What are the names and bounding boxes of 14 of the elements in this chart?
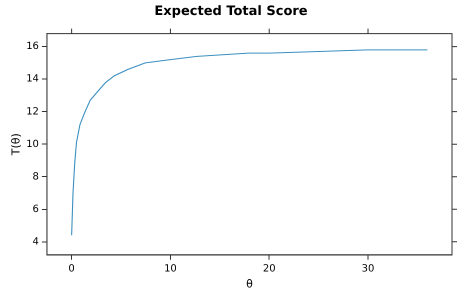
- y-tick-label: 4: [32, 236, 39, 248]
- y-axis-title: T(θ): [9, 133, 22, 156]
- chart-title: Expected Total Score: [154, 4, 308, 20]
- y-tick-label: 8: [32, 171, 39, 182]
- y-tick-label: 14: [26, 74, 39, 85]
- x-tick-label: 30: [362, 263, 374, 274]
- y-tick-label: 12: [26, 106, 39, 118]
- x-tick-label: 10: [164, 263, 177, 274]
- x-tick-label: 0: [68, 263, 75, 274]
- x-tick-label: 20: [262, 263, 276, 274]
- y-tick-label: 16: [26, 41, 39, 52]
- y-tick-label: 6: [32, 204, 39, 215]
- x-axis-title: θ: [246, 277, 254, 290]
- y-tick-label: 10: [26, 138, 39, 150]
